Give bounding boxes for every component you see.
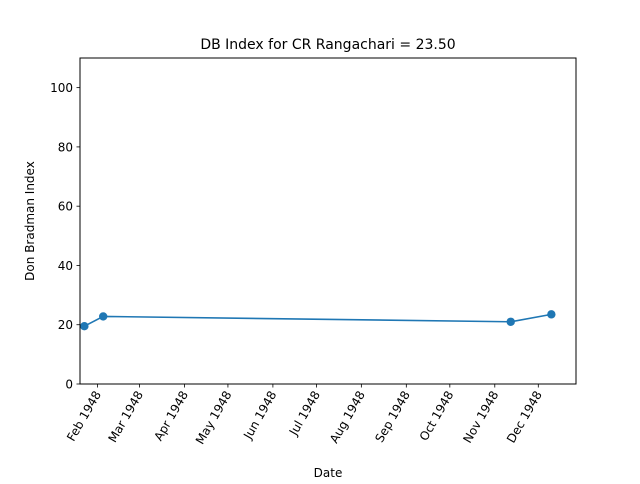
x-tick-label: Mar 1948 xyxy=(105,389,146,445)
plot-frame xyxy=(79,57,577,385)
chart-title: DB Index for CR Rangachari = 23.50 xyxy=(200,37,455,53)
data-point xyxy=(99,312,108,321)
x-tick-label: Aug 1948 xyxy=(327,389,368,446)
y-tick-label: 100 xyxy=(50,81,73,95)
y-axis-ticks: 0 20 40 60 80 100 xyxy=(50,81,80,392)
x-tick-label: Oct 1948 xyxy=(417,389,457,444)
x-tick-label: Jun 1948 xyxy=(240,389,279,443)
y-tick-label: 20 xyxy=(58,318,73,332)
data-point xyxy=(80,322,89,331)
y-axis-label: Don Bradman Index xyxy=(23,161,37,281)
series-layer xyxy=(80,310,556,331)
x-tick-label: Apr 1948 xyxy=(151,389,191,444)
x-tick-label: Jul 1948 xyxy=(286,389,323,439)
x-axis-label: Date xyxy=(314,466,343,480)
y-tick-label: 0 xyxy=(65,378,73,392)
data-point xyxy=(506,317,515,326)
x-tick-label: Dec 1948 xyxy=(504,389,545,446)
data-point xyxy=(547,310,556,319)
y-tick-label: 40 xyxy=(58,259,73,273)
y-tick-label: 80 xyxy=(58,140,73,154)
x-tick-label: Sep 1948 xyxy=(372,389,413,445)
x-tick-label: Feb 1948 xyxy=(64,389,104,444)
series-line xyxy=(83,313,552,327)
y-tick-label: 60 xyxy=(58,200,73,214)
x-tick-label: Nov 1948 xyxy=(460,389,501,446)
x-tick-label: May 1948 xyxy=(193,389,235,447)
x-axis-ticks: Feb 1948 Mar 1948 Apr 1948 May 1948 Jun 1948… xyxy=(64,384,545,447)
